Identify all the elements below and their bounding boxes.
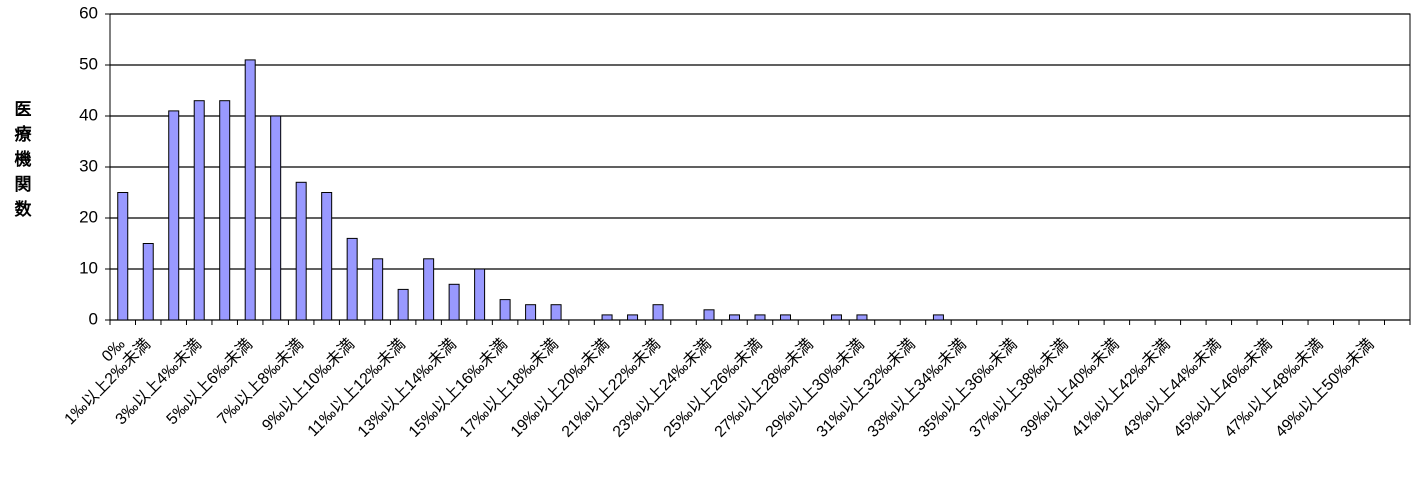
x-tick-label: 45‰以上46‰未満 [1170, 335, 1276, 441]
x-tick-label: 5‰以上6‰未満 [163, 335, 256, 428]
x-tick-label: 25‰以上26‰未満 [660, 335, 766, 441]
bar [779, 314, 791, 321]
x-tick-label: 33‰以上34‰未満 [864, 335, 970, 441]
bar [346, 237, 358, 321]
y-tick-label: 50 [79, 54, 98, 73]
y-tick-label: 10 [79, 258, 98, 277]
bar [652, 304, 664, 321]
bar [397, 288, 409, 321]
x-tick-label: 19‰以上20‰未満 [507, 335, 613, 441]
bar [856, 314, 868, 321]
x-tick-label: 21‰以上22‰未満 [558, 335, 664, 441]
bar [729, 314, 741, 321]
x-tick-label: 43‰以上44‰未満 [1119, 335, 1225, 441]
y-tick-label: 20 [79, 207, 98, 226]
y-tick-label: 40 [79, 105, 98, 124]
x-tick-label: 9‰以上10‰未満 [258, 335, 358, 435]
x-tick-label: 15‰以上16‰未満 [405, 335, 511, 441]
x-tick-label: 35‰以上36‰未満 [915, 335, 1021, 441]
x-tick-label: 31‰以上32‰未満 [813, 335, 919, 441]
y-tick-label: 0 [89, 309, 98, 328]
bar [423, 258, 435, 321]
bar [627, 314, 639, 321]
bar [244, 59, 256, 321]
bar [448, 283, 460, 321]
bar [168, 110, 180, 321]
bar [932, 314, 944, 321]
x-tick-label: 23‰以上24‰未満 [609, 335, 715, 441]
x-tick-label: 13‰以上14‰未満 [354, 335, 460, 441]
x-tick-label: 29‰以上30‰未満 [762, 335, 868, 441]
x-tick-label: 17‰以上18‰未満 [456, 335, 562, 441]
bar [474, 268, 486, 321]
y-axis-label: 医療機関数 [12, 100, 32, 225]
y-tick-label: 60 [79, 3, 98, 22]
bar [703, 309, 715, 321]
x-tick-label: 7‰以上8‰未満 [214, 335, 307, 428]
bar [142, 243, 154, 321]
bar [830, 314, 842, 321]
bar [193, 100, 205, 321]
bar [270, 115, 282, 321]
bar [754, 314, 766, 321]
bar [550, 304, 562, 321]
x-tick-label: 47‰以上48‰未満 [1221, 335, 1327, 441]
bar [372, 258, 384, 321]
x-tick-label: 49‰以上50‰未満 [1272, 335, 1378, 441]
x-tick-label: 11‰以上12‰未満 [304, 335, 409, 440]
bar [219, 100, 231, 321]
bar [499, 299, 511, 321]
x-tick-label: 39‰以上40‰未満 [1017, 335, 1123, 441]
bar [295, 181, 307, 321]
bar [525, 304, 537, 321]
bar [601, 314, 613, 321]
x-tick-label: 37‰以上38‰未満 [966, 335, 1072, 441]
bar [321, 192, 333, 321]
bar [117, 192, 129, 321]
x-tick-label: 27‰以上28‰未満 [711, 335, 817, 441]
x-tick-label: 41‰以上42‰未満 [1068, 335, 1174, 441]
y-tick-label: 30 [79, 156, 98, 175]
